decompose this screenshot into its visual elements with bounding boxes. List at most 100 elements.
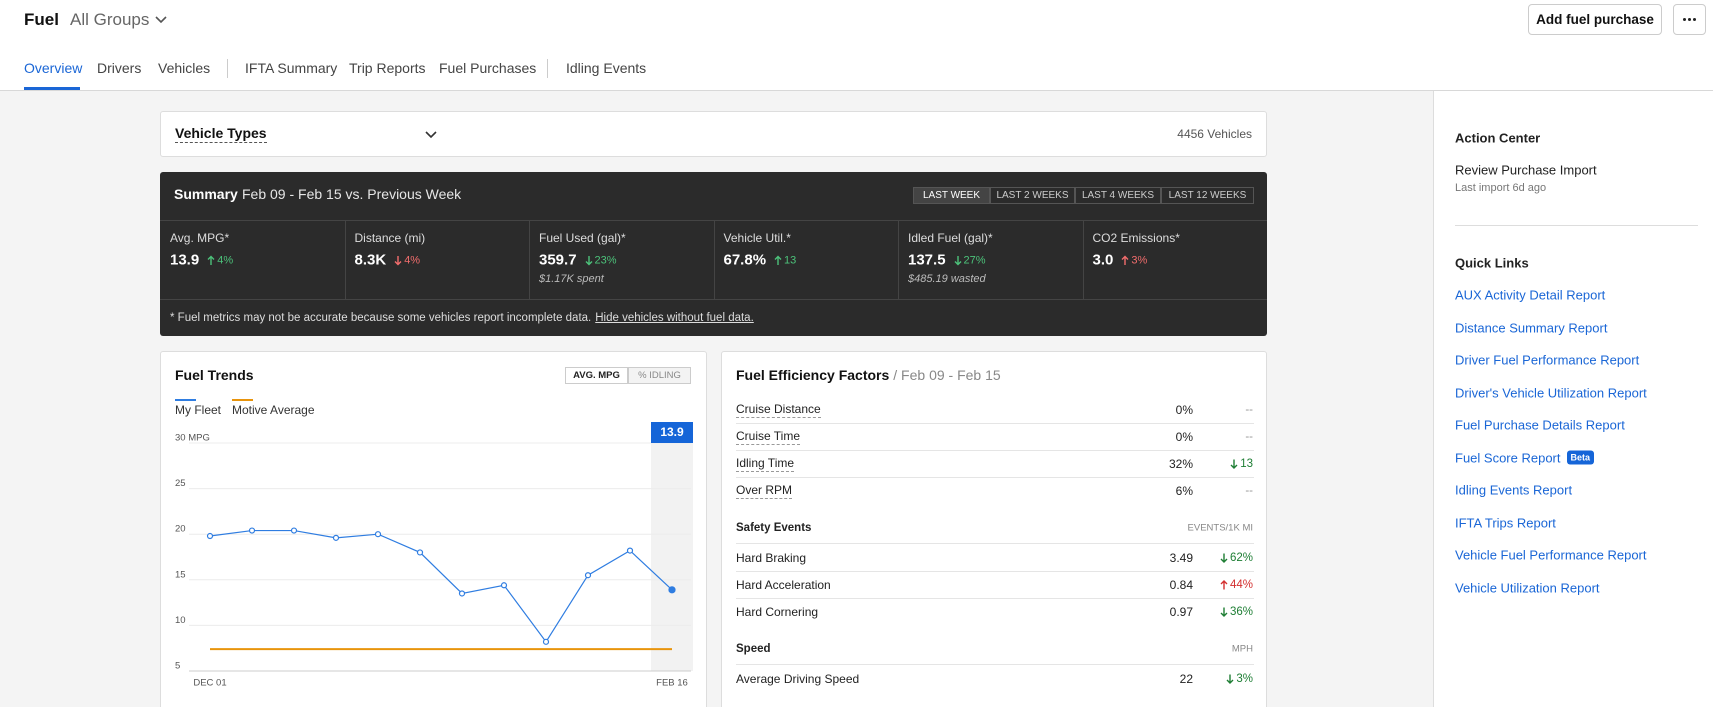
quick-link[interactable]: IFTA Trips Report — [1455, 515, 1556, 530]
quick-link[interactable]: Distance Summary Report — [1455, 320, 1607, 335]
action-subtitle: Last import 6d ago — [1455, 182, 1546, 194]
tab[interactable]: Idling Events — [566, 60, 646, 76]
quick-link-row: Driver's Vehicle Utilization Report — [1455, 385, 1647, 400]
factor-label: Hard Cornering — [736, 605, 818, 619]
y-tick-label: 30 MPG — [175, 433, 210, 444]
metric-note: $485.19 wasted — [908, 273, 986, 285]
metric-divider — [529, 221, 530, 299]
arrow-shape — [775, 256, 781, 265]
row-divider — [736, 664, 1254, 665]
tab[interactable]: Drivers — [97, 60, 141, 76]
row-divider — [736, 477, 1254, 478]
factor-value: 6% — [1176, 484, 1193, 498]
arrow-shape — [1227, 675, 1233, 684]
quick-link[interactable]: Driver Fuel Performance Report — [1455, 353, 1639, 368]
dropdown-chevron — [424, 130, 438, 140]
side-section-title: Quick Links — [1455, 256, 1529, 271]
trend-change: 44% — [1220, 579, 1253, 591]
chart-plot: 30 MPG252015105DEC 01FEB 1613.9 — [161, 352, 708, 707]
tab[interactable]: Fuel Purchases — [439, 60, 536, 76]
x-tick-label: FEB 16 — [656, 678, 688, 689]
metric-row: 67.8%13 — [724, 252, 797, 269]
quick-link[interactable]: Vehicle Fuel Performance Report — [1455, 548, 1646, 563]
metric-label: CO2 Emissions* — [1093, 231, 1180, 245]
y-tick-label: 25 — [175, 478, 186, 489]
data-point — [208, 534, 213, 539]
tab[interactable]: IFTA Summary — [245, 60, 337, 76]
trend-arrow — [585, 255, 593, 265]
data-point — [418, 550, 423, 555]
trend-arrow — [954, 255, 962, 265]
trend-change: 3% — [1121, 254, 1147, 266]
data-point — [544, 639, 549, 644]
add-button[interactable]: Add fuel purchase — [1528, 4, 1662, 35]
factor-label: Cruise Time — [736, 429, 800, 445]
trend-arrow — [1220, 580, 1228, 590]
tab-separator — [227, 59, 228, 78]
range-button[interactable]: LAST 4 WEEKS — [1075, 187, 1161, 204]
data-point — [250, 528, 255, 533]
trend-change: 3% — [1226, 673, 1253, 685]
factor-value: 0.97 — [1170, 605, 1193, 619]
range-button[interactable]: LAST 2 WEEKS — [990, 187, 1075, 204]
trend-change: -- — [1245, 485, 1253, 497]
quick-link-row: Fuel Score ReportBeta — [1455, 450, 1594, 465]
data-point — [460, 591, 465, 596]
data-point — [586, 573, 591, 578]
factor-label: Over RPM — [736, 483, 792, 499]
quick-link[interactable]: Fuel Purchase Details Report — [1455, 418, 1625, 433]
factor-value: 22 — [1180, 672, 1193, 686]
section-title: Speed — [736, 643, 771, 655]
group-chevron[interactable] — [154, 15, 168, 25]
arrow-shape — [1231, 460, 1237, 469]
trend-arrow — [1121, 255, 1129, 265]
trend-change: 62% — [1220, 552, 1253, 564]
quick-link-row: Vehicle Fuel Performance Report — [1455, 548, 1646, 563]
tab[interactable]: Trip Reports — [349, 60, 426, 76]
metric-value: 359.7 — [539, 252, 577, 269]
quick-link[interactable]: Idling Events Report — [1455, 483, 1572, 498]
factor-label: Hard Acceleration — [736, 578, 831, 592]
highlight-band — [651, 443, 693, 671]
factor-value: 32% — [1169, 457, 1193, 471]
metric-value: 13.9 — [170, 252, 199, 269]
section-unit: MPH — [1232, 644, 1253, 655]
quick-link[interactable]: Driver's Vehicle Utilization Report — [1455, 385, 1647, 400]
quick-link-row: IFTA Trips Report — [1455, 515, 1556, 530]
quick-link[interactable]: Vehicle Utilization Report — [1455, 580, 1600, 595]
footnote-link[interactable]: Hide vehicles without fuel data. — [595, 312, 754, 324]
summary-title: Summary — [174, 186, 238, 202]
change-text: 13 — [1240, 458, 1253, 470]
quick-link[interactable]: Fuel Score Report — [1455, 450, 1561, 465]
metric-label: Avg. MPG* — [170, 231, 229, 245]
section-title: Safety Events — [736, 522, 811, 534]
side-divider — [1455, 225, 1698, 226]
factor-label: Hard Braking — [736, 551, 806, 565]
arrow-shape — [208, 256, 214, 265]
quick-link[interactable]: AUX Activity Detail Report — [1455, 288, 1605, 303]
trend-change: 4% — [394, 254, 420, 266]
row-divider — [736, 423, 1254, 424]
range-button[interactable]: LAST 12 WEEKS — [1161, 187, 1254, 204]
metric-value: 8.3K — [355, 252, 387, 269]
tab[interactable]: Overview — [24, 60, 82, 76]
trend-arrow — [1220, 553, 1228, 563]
efficiency-heading: Fuel Efficiency Factors/ Feb 09 - Feb 15 — [736, 367, 1001, 383]
group-selector[interactable]: All Groups — [70, 10, 149, 30]
range-button[interactable]: LAST WEEK — [913, 187, 990, 204]
action-item[interactable]: Review Purchase Import — [1455, 163, 1597, 178]
tab[interactable]: Vehicles — [158, 60, 210, 76]
quick-link-row: Distance Summary Report — [1455, 320, 1607, 335]
vehicle-types-dropdown[interactable]: Vehicle Types — [175, 125, 267, 143]
metric-value: 67.8% — [724, 252, 767, 269]
vehicle-count: 4456 Vehicles — [1177, 127, 1252, 141]
metric-label: Vehicle Util.* — [724, 231, 791, 245]
change-text: -- — [1245, 485, 1253, 497]
quick-link-row: Driver Fuel Performance Report — [1455, 353, 1639, 368]
metric-value: 3.0 — [1093, 252, 1114, 269]
trend-arrow — [207, 255, 215, 265]
trend-arrow — [1230, 459, 1238, 469]
metric-row: 137.527% — [908, 252, 986, 269]
more-button[interactable] — [1673, 4, 1706, 35]
